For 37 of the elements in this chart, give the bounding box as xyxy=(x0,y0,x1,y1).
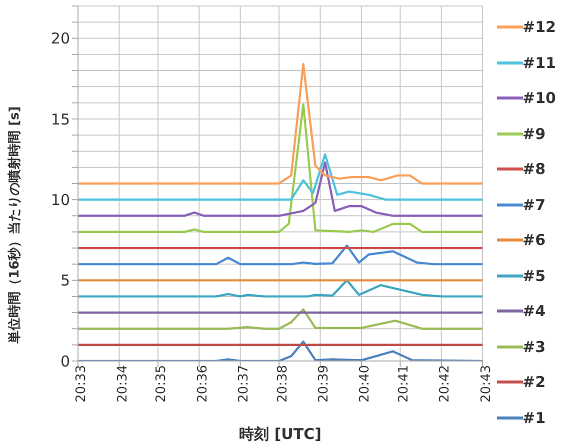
line-series xyxy=(78,279,483,298)
legend-label: #11 xyxy=(522,54,556,72)
legend-label: #2 xyxy=(522,373,546,392)
legend-label: #5 xyxy=(522,266,546,285)
legend-label: #8 xyxy=(522,160,546,178)
y-tick-label: 20 xyxy=(50,30,70,48)
legend-label: #1 xyxy=(522,408,546,427)
x-tick-label: 20:43 xyxy=(478,365,494,402)
x-tick-label: 20:37 xyxy=(236,365,252,402)
legend-label: #4 xyxy=(522,302,546,320)
line-series xyxy=(78,103,483,234)
x-tick-label: 20:41 xyxy=(396,365,412,402)
line-series xyxy=(78,62,483,185)
y-tick-label: 10 xyxy=(50,190,70,209)
y-tick-label: 0 xyxy=(60,352,70,370)
x-tick-label: 20:35 xyxy=(154,365,170,402)
legend-label: #12 xyxy=(522,18,556,36)
x-tick-label: 20:38 xyxy=(275,365,290,402)
legend-label: #3 xyxy=(522,338,546,356)
x-tick-label: 20:36 xyxy=(195,365,210,402)
x-tick-label: 20:33 xyxy=(74,365,90,402)
line-series xyxy=(78,244,483,266)
x-tick-label: 20:40 xyxy=(358,365,373,402)
y-tick-label: 5 xyxy=(60,272,70,290)
line-series xyxy=(78,153,483,201)
y-axis-title: 単位時間（16秒）当たりの噴射時間 [s] xyxy=(8,106,23,344)
legend-label: #10 xyxy=(522,89,556,108)
x-tick-label: 20:42 xyxy=(438,365,453,402)
line-series xyxy=(78,308,483,330)
x-axis-title: 時刻 [UTC] xyxy=(239,425,322,443)
line-series xyxy=(78,161,483,217)
legend-label: #7 xyxy=(522,196,546,214)
legend-label: #9 xyxy=(522,124,546,143)
x-tick-label: 20:39 xyxy=(316,365,332,402)
legend-label: #6 xyxy=(522,231,546,250)
y-tick-label: 15 xyxy=(50,110,70,128)
x-tick-label: 20:34 xyxy=(115,365,130,402)
